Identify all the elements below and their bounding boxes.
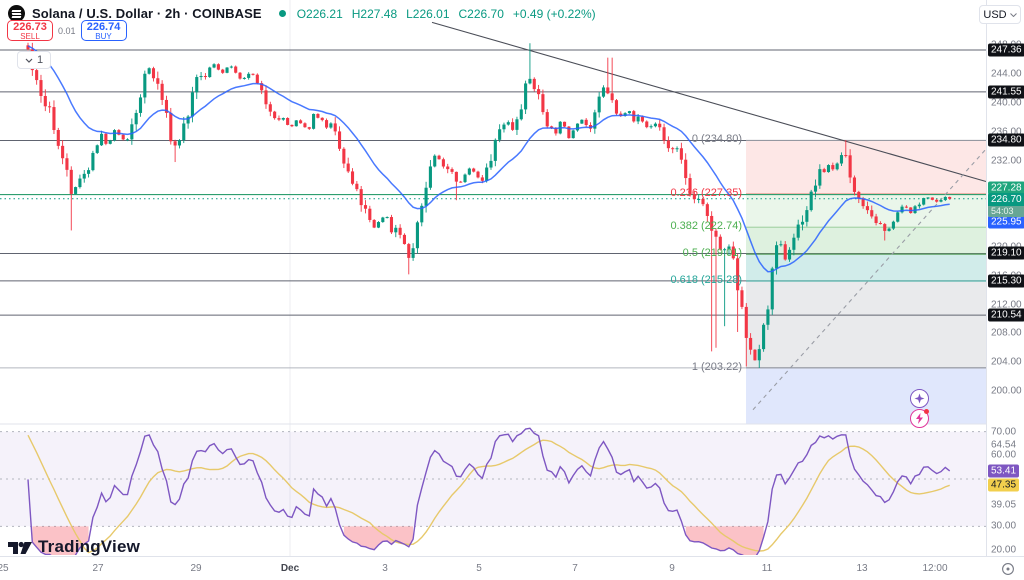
fib-zones: [746, 140, 986, 424]
price-tick: 212.00: [991, 299, 1022, 311]
rsi-ma-value-label: 47.35: [988, 478, 1020, 492]
time-tick: 11: [761, 563, 773, 574]
symbol-title[interactable]: Solana / U.S. Dollar · 2h · COINBASE: [32, 6, 262, 21]
green-level-label: 227.28: [988, 181, 1024, 195]
time-tick: 25: [0, 563, 9, 574]
rsi-tick: 39.05: [991, 499, 1017, 511]
price-line-label: 234.80: [988, 133, 1024, 147]
rsi-tick: 30.00: [991, 520, 1017, 532]
ohlc-low: L226.01: [406, 6, 450, 21]
solana-logo-icon: [8, 5, 25, 22]
time-tick: 12:00: [922, 563, 948, 574]
ohlc-readout: O226.21 H227.48 L226.01 C226.70 +0.49 (+…: [297, 7, 596, 21]
price-line-label: 247.36: [988, 43, 1024, 57]
blue-projection-zone: [746, 367, 986, 424]
price-tick: 204.00: [991, 356, 1022, 368]
ohlc-high: H227.48: [351, 6, 398, 21]
time-tick: Dec: [280, 563, 300, 574]
time-tick: 29: [190, 563, 202, 574]
rsi-ma-line: [27, 434, 950, 554]
chevron-down-icon: [25, 58, 33, 63]
price-line-label: 241.55: [988, 85, 1024, 99]
price-line-label: 215.30: [988, 274, 1024, 288]
trade-panel: 226.73 SELL 0.01 226.74 BUY: [7, 20, 127, 41]
quick-trade-button[interactable]: [910, 409, 929, 428]
ai-sparkle-button[interactable]: [910, 389, 929, 408]
rsi-tick: 70.00: [991, 426, 1017, 438]
symbol-header: Solana / U.S. Dollar · 2h · COINBASE O22…: [8, 5, 596, 22]
fib-level-label: 0.618 (215.28): [670, 273, 742, 286]
rsi-line: [27, 427, 951, 555]
fib-level-label: 0 (234.80): [691, 133, 742, 146]
price-tick: 236.00: [991, 126, 1022, 138]
current-price-value: 226.70: [988, 193, 1024, 206]
clock-settings-icon[interactable]: [1001, 562, 1015, 576]
indicator-collapse-chip[interactable]: 1: [17, 51, 51, 69]
notification-dot: [924, 409, 929, 414]
price-tick: 244.00: [991, 68, 1022, 80]
ohlc-change: +0.49 (+0.22%): [512, 6, 596, 21]
ascending-dashed-trendline: [752, 148, 987, 411]
time-tick: 9: [669, 563, 675, 574]
time-tick: 5: [476, 563, 482, 574]
rsi-value-label: 53.41: [988, 464, 1020, 478]
time-tick: 27: [92, 563, 104, 574]
rsi-tick: 20.00: [991, 544, 1017, 556]
buy-label: BUY: [95, 32, 112, 41]
ohlc-open: O226.21: [296, 6, 343, 21]
current-price-label: 226.70 54:03: [988, 193, 1024, 217]
fib-level-label: 1 (203.22): [691, 360, 742, 373]
tradingview-logo-icon: [8, 541, 32, 554]
candles-layer: [26, 42, 952, 368]
time-tick: 7: [572, 563, 578, 574]
market-status-icon[interactable]: [278, 10, 286, 17]
descending-trendline: [431, 21, 987, 183]
sparkle-icon: [914, 393, 925, 404]
ema-line: [27, 45, 950, 273]
tradingview-watermark[interactable]: TradingView: [8, 537, 140, 557]
indicator-count: 1: [36, 54, 44, 66]
price-tick: 200.00: [991, 385, 1022, 397]
lightning-icon: [916, 413, 923, 424]
fib-level-label: 0.5 (219.01): [682, 247, 742, 260]
time-tick: 3: [382, 563, 388, 574]
price-tick: 208.00: [991, 327, 1022, 339]
fib-level-label: 0.236 (227.35): [670, 187, 742, 200]
price-tick: 232.00: [991, 155, 1022, 167]
currency-label: USD: [983, 8, 1007, 21]
sell-button[interactable]: 226.73 SELL: [7, 20, 53, 41]
fib-level-label: 0.382 (222.74): [670, 220, 742, 233]
sell-label: SELL: [20, 32, 40, 41]
currency-dropdown[interactable]: USD: [979, 5, 1021, 24]
spread-value: 0.01: [55, 24, 79, 37]
price-line-label: 219.10: [988, 246, 1024, 260]
rsi-tick: 64.54: [991, 439, 1017, 451]
chevron-down-icon: [1009, 12, 1017, 17]
watermark-label: TradingView: [38, 537, 141, 556]
buy-price: 226.74: [86, 21, 121, 33]
bar-countdown: 54:03: [988, 206, 1024, 217]
sell-price: 226.73: [13, 21, 47, 33]
price-axis[interactable]: 248.00244.00240.00236.00232.00220.00216.…: [986, 0, 1024, 556]
time-axis[interactable]: 25 27 29 Dec 3 5 7 9 11 13 12:00: [0, 556, 1024, 580]
ema-value-label: 225.95: [988, 215, 1024, 229]
buy-button[interactable]: 226.74 BUY: [80, 20, 127, 41]
price-tick: 240.00: [991, 97, 1022, 109]
price-line-label: 210.54: [988, 308, 1024, 322]
rsi-tick: 60.00: [991, 449, 1017, 461]
time-tick: 13: [856, 563, 868, 574]
rsi-layer: [27, 427, 951, 555]
ohlc-close: C226.70: [458, 6, 504, 21]
